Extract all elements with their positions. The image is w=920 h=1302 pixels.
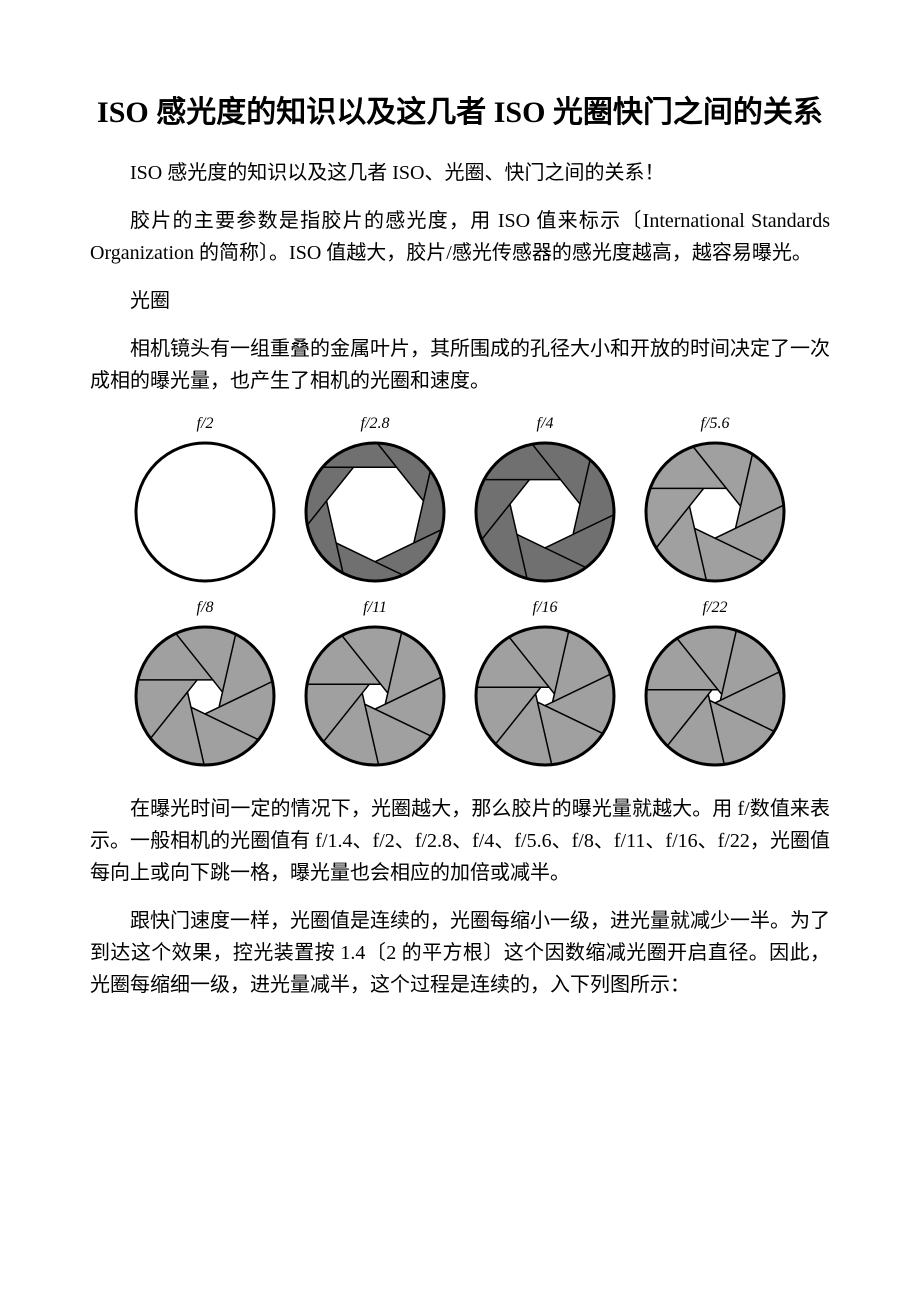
aperture-label: f/4 (537, 415, 554, 433)
aperture-icon (300, 621, 450, 771)
aperture-item: f/2 (125, 415, 285, 587)
aperture-icon (300, 437, 450, 587)
aperture-icon (470, 621, 620, 771)
aperture-item: f/11 (295, 599, 455, 771)
heading-aperture: 光圈 (90, 285, 830, 317)
aperture-row-2: f/8 f/11 f/16 f/22 (125, 599, 795, 771)
aperture-icon (640, 621, 790, 771)
aperture-icon (130, 621, 280, 771)
aperture-label: f/2.8 (361, 415, 390, 433)
aperture-item: f/16 (465, 599, 625, 771)
aperture-label: f/2 (197, 415, 214, 433)
aperture-label: f/8 (197, 599, 214, 617)
aperture-icon (640, 437, 790, 587)
page-title: ISO 感光度的知识以及这几者 ISO 光圈快门之间的关系 (90, 90, 830, 135)
aperture-item: f/5.6 (635, 415, 795, 587)
aperture-item: f/2.8 (295, 415, 455, 587)
aperture-diagram: f/2 f/2.8 f/4 f/5.6 f/8 f/11 f/16 f/22 (125, 415, 795, 771)
aperture-label: f/16 (533, 599, 558, 617)
paragraph-blades: 相机镜头有一组重叠的金属叶片，其所围成的孔径大小和开放的时间决定了一次成相的曝光… (90, 333, 830, 397)
aperture-icon (470, 437, 620, 587)
aperture-label: f/22 (703, 599, 728, 617)
aperture-row-1: f/2 f/2.8 f/4 f/5.6 (125, 415, 795, 587)
paragraph-fstops: 在曝光时间一定的情况下，光圈越大，那么胶片的曝光量就越大。用 f/数值来表示。一… (90, 793, 830, 889)
paragraph-iso: 胶片的主要参数是指胶片的感光度，用 ISO 值来标示〔International… (90, 205, 830, 269)
aperture-item: f/8 (125, 599, 285, 771)
paragraph-intro: ISO 感光度的知识以及这几者 ISO、光圈、快门之间的关系！ (90, 157, 830, 189)
aperture-label: f/5.6 (701, 415, 730, 433)
aperture-icon (130, 437, 280, 587)
paragraph-continuous: 跟快门速度一样，光圈值是连续的，光圈每缩小一级，进光量就减少一半。为了到达这个效… (90, 905, 830, 1001)
aperture-item: f/22 (635, 599, 795, 771)
aperture-item: f/4 (465, 415, 625, 587)
aperture-label: f/11 (363, 599, 387, 617)
